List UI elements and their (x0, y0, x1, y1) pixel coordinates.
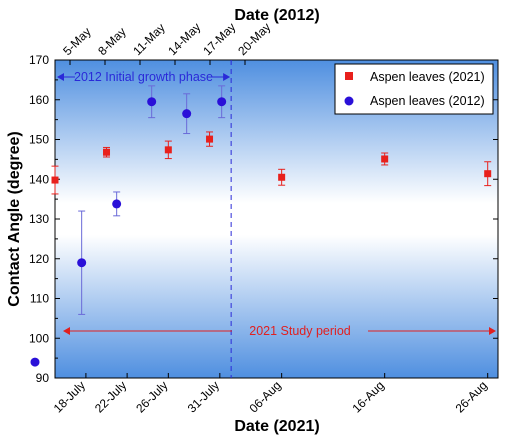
y-tick-label: 140 (29, 172, 49, 186)
x2-axis-title: Date (2012) (234, 7, 319, 24)
data-point-2012 (77, 258, 87, 268)
y-axis-title: Contact Angle (degree) (6, 131, 23, 306)
study-arrow-head-left (63, 327, 70, 335)
x-tick-label: 31-July (185, 378, 222, 415)
data-point-2012 (182, 109, 192, 119)
legend-label-2012: Aspen leaves (2012) (370, 94, 485, 108)
x-tick-label: 26-Aug (453, 378, 490, 415)
growth-phase-label: 2012 Initial growth phase (74, 70, 213, 84)
x2-tick-label: 17-May (200, 20, 238, 58)
y-tick-label: 90 (36, 371, 50, 385)
x-axis-ticks: 18-July 22-July 26-July 31-July 06-Aug 16-Aug… (51, 373, 490, 415)
x-tick-label: 22-July (92, 378, 129, 415)
y-tick-label: 100 (29, 331, 49, 345)
data-point-2012 (147, 97, 157, 107)
data-point-2021 (51, 176, 59, 184)
study-period-label: 2021 Study period (249, 324, 351, 338)
annotations: 2012 Initial growth phase 2021 Study peri… (57, 70, 496, 338)
x2-tick-label: 8-May (95, 25, 128, 58)
data-point-2021 (484, 170, 492, 178)
x2-tick-label: 14-May (165, 20, 203, 58)
study-arrow-head-right (489, 327, 496, 335)
data-point-2021 (103, 148, 111, 156)
y-tick-label: 110 (30, 292, 49, 306)
y-tick-label: 120 (29, 252, 49, 266)
data-point-2021 (278, 173, 286, 181)
data-series (30, 85, 492, 367)
data-point-2012 (217, 97, 227, 107)
y-tick-label: 150 (29, 133, 49, 147)
x-axis-title: Date (2021) (234, 418, 319, 435)
legend: Aspen leaves (2021) Aspen leaves (2012) (334, 63, 494, 115)
y-tick-label: 130 (29, 212, 49, 226)
y-tick-label: 160 (29, 93, 49, 107)
data-point-2012 (30, 357, 40, 367)
legend-box (334, 63, 494, 115)
x-tick-label: 18-July (51, 378, 88, 415)
x-tick-label: 16-Aug (350, 378, 387, 415)
data-point-2021 (164, 146, 172, 154)
data-point-2012 (112, 199, 122, 209)
legend-marker-2021 (345, 72, 353, 80)
x2-tick-label: 11-May (130, 21, 168, 59)
legend-label-2021: Aspen leaves (2021) (370, 70, 485, 84)
x-tick-label: 26-July (133, 378, 170, 415)
growth-arrow-head-left (57, 73, 64, 81)
legend-marker-2012 (344, 96, 354, 106)
y-tick-label: 170 (29, 53, 49, 67)
x-tick-label: 06-Aug (247, 378, 284, 415)
data-point-2021 (381, 155, 389, 163)
growth-arrow-head-right (223, 73, 231, 81)
x2-tick-label: 20-May (235, 20, 273, 58)
data-point-2021 (206, 135, 214, 143)
x2-tick-label: 5-May (60, 25, 93, 58)
